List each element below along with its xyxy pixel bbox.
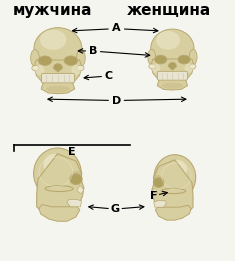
Polygon shape (157, 79, 188, 90)
Text: C: C (104, 71, 112, 81)
Ellipse shape (34, 28, 82, 69)
Polygon shape (151, 59, 194, 82)
Polygon shape (37, 154, 84, 216)
Ellipse shape (64, 56, 78, 65)
Polygon shape (67, 199, 82, 207)
Ellipse shape (153, 175, 163, 180)
Ellipse shape (46, 86, 70, 92)
Text: G: G (111, 204, 120, 214)
Ellipse shape (43, 154, 66, 176)
Ellipse shape (155, 55, 167, 64)
Ellipse shape (38, 56, 52, 65)
Ellipse shape (151, 29, 194, 68)
Ellipse shape (71, 171, 83, 176)
Polygon shape (41, 81, 75, 94)
Polygon shape (34, 60, 82, 85)
Ellipse shape (162, 82, 183, 89)
Ellipse shape (77, 65, 84, 71)
Ellipse shape (153, 178, 164, 187)
Ellipse shape (34, 148, 81, 199)
Ellipse shape (178, 55, 190, 64)
Polygon shape (77, 185, 84, 194)
Ellipse shape (31, 50, 39, 66)
Polygon shape (53, 63, 63, 72)
Ellipse shape (189, 49, 197, 65)
Ellipse shape (40, 30, 66, 50)
Ellipse shape (184, 64, 193, 73)
Text: A: A (112, 23, 121, 33)
Text: D: D (112, 96, 121, 106)
Polygon shape (152, 160, 193, 215)
Ellipse shape (189, 64, 196, 69)
Ellipse shape (32, 65, 39, 71)
Ellipse shape (70, 174, 82, 185)
Ellipse shape (183, 198, 192, 209)
Ellipse shape (35, 65, 44, 75)
Ellipse shape (38, 196, 48, 209)
Polygon shape (168, 62, 177, 70)
Ellipse shape (156, 31, 180, 50)
Text: F: F (150, 191, 157, 201)
Ellipse shape (149, 64, 155, 69)
Ellipse shape (152, 64, 160, 73)
Polygon shape (155, 205, 191, 220)
Ellipse shape (154, 155, 196, 200)
Text: E: E (68, 147, 76, 157)
FancyBboxPatch shape (157, 71, 187, 80)
Ellipse shape (71, 65, 81, 75)
Polygon shape (152, 188, 158, 195)
Ellipse shape (168, 160, 187, 179)
Ellipse shape (77, 50, 85, 66)
Ellipse shape (148, 49, 156, 65)
Text: B: B (89, 46, 97, 56)
FancyBboxPatch shape (41, 74, 74, 83)
Polygon shape (39, 205, 80, 221)
Text: мужчина: мужчина (12, 3, 92, 18)
Text: женщина: женщина (127, 3, 211, 18)
Polygon shape (154, 201, 167, 207)
